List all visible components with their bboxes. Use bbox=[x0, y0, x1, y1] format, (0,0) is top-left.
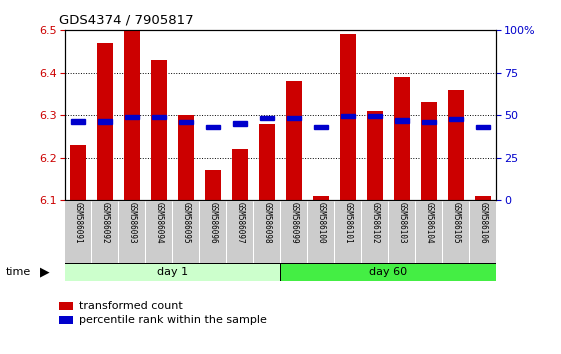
Text: day 60: day 60 bbox=[370, 267, 407, 277]
Bar bbox=[470, 201, 496, 263]
Text: percentile rank within the sample: percentile rank within the sample bbox=[79, 315, 266, 325]
Text: GSM586096: GSM586096 bbox=[209, 202, 218, 244]
Bar bbox=[125, 115, 139, 119]
Bar bbox=[200, 201, 226, 263]
Bar bbox=[119, 201, 145, 263]
Text: GSM586094: GSM586094 bbox=[154, 202, 163, 244]
Bar bbox=[65, 264, 280, 281]
Bar bbox=[124, 30, 140, 200]
Text: day 1: day 1 bbox=[157, 267, 188, 277]
Bar bbox=[70, 145, 86, 200]
Text: GSM586100: GSM586100 bbox=[316, 202, 325, 244]
Text: GDS4374 / 7905817: GDS4374 / 7905817 bbox=[59, 13, 194, 27]
Bar bbox=[313, 196, 329, 200]
Bar bbox=[232, 149, 248, 200]
Bar bbox=[287, 116, 301, 120]
Bar bbox=[227, 201, 253, 263]
Bar bbox=[314, 125, 328, 129]
Bar bbox=[476, 125, 490, 129]
Text: GSM586101: GSM586101 bbox=[343, 202, 352, 244]
Bar bbox=[233, 121, 247, 126]
Text: GSM586095: GSM586095 bbox=[182, 202, 191, 244]
Bar bbox=[259, 124, 275, 200]
Bar bbox=[281, 201, 307, 263]
Bar bbox=[368, 114, 381, 119]
Bar bbox=[443, 201, 469, 263]
Text: GSM586104: GSM586104 bbox=[425, 202, 434, 244]
Bar bbox=[449, 117, 463, 121]
Text: time: time bbox=[6, 267, 31, 277]
Text: GSM586103: GSM586103 bbox=[398, 202, 407, 244]
Bar bbox=[394, 77, 410, 200]
Bar bbox=[341, 114, 355, 119]
Bar bbox=[173, 201, 199, 263]
Text: GSM586091: GSM586091 bbox=[73, 202, 82, 244]
Bar bbox=[416, 201, 442, 263]
Bar bbox=[280, 264, 496, 281]
Text: GSM586099: GSM586099 bbox=[289, 202, 298, 244]
Bar bbox=[475, 196, 491, 200]
Bar bbox=[65, 201, 91, 263]
Bar bbox=[389, 201, 415, 263]
Text: GSM586097: GSM586097 bbox=[236, 202, 245, 244]
Bar bbox=[146, 201, 172, 263]
Bar bbox=[71, 119, 85, 124]
Bar bbox=[335, 201, 361, 263]
Bar bbox=[254, 201, 280, 263]
Text: ▶: ▶ bbox=[40, 266, 50, 279]
Bar bbox=[396, 119, 409, 123]
Bar bbox=[260, 116, 274, 120]
Text: GSM586105: GSM586105 bbox=[452, 202, 461, 244]
Bar bbox=[92, 201, 118, 263]
Bar bbox=[180, 120, 193, 124]
Text: transformed count: transformed count bbox=[79, 301, 182, 311]
Bar bbox=[422, 120, 436, 124]
Bar bbox=[286, 81, 302, 200]
Text: GSM586092: GSM586092 bbox=[100, 202, 109, 244]
Bar bbox=[340, 34, 356, 200]
Bar bbox=[421, 102, 437, 200]
Text: GSM586098: GSM586098 bbox=[263, 202, 272, 244]
Text: GSM586093: GSM586093 bbox=[127, 202, 136, 244]
Bar bbox=[205, 170, 221, 200]
Text: GSM586106: GSM586106 bbox=[479, 202, 488, 244]
Bar bbox=[206, 125, 220, 129]
Text: GSM586102: GSM586102 bbox=[370, 202, 379, 244]
Bar bbox=[367, 111, 383, 200]
Bar bbox=[362, 201, 388, 263]
Bar bbox=[152, 115, 165, 119]
Bar bbox=[151, 60, 167, 200]
Bar bbox=[308, 201, 334, 263]
Bar bbox=[448, 90, 464, 200]
Bar bbox=[98, 119, 112, 124]
Bar bbox=[97, 43, 113, 200]
Bar bbox=[178, 115, 194, 200]
